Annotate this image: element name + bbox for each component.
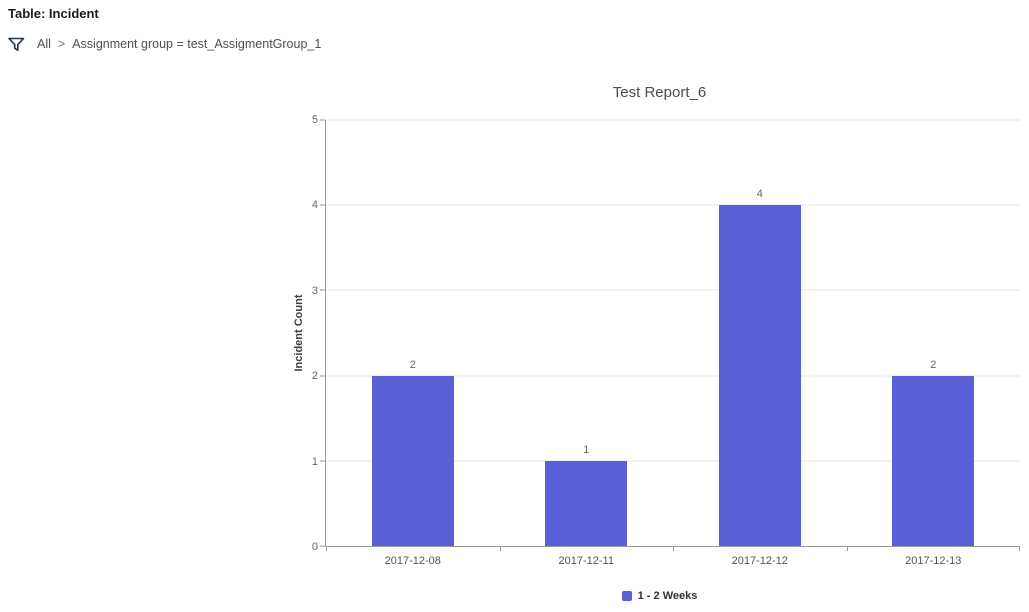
- legend: 1 - 2 Weeks: [290, 588, 1029, 606]
- category-slot: 2 2017-12-13: [847, 120, 1021, 567]
- x-tick-label: 2017-12-11: [558, 555, 614, 567]
- x-tick-label: 2017-12-13: [905, 555, 962, 567]
- gridline: [326, 204, 1020, 206]
- gridline: [326, 119, 1020, 121]
- breadcrumb-separator: >: [57, 37, 66, 51]
- legend-label: 1 - 2 Weeks: [637, 590, 698, 602]
- gridline: [326, 375, 1020, 377]
- y-tick-mark: [320, 375, 325, 377]
- legend-item[interactable]: 1 - 2 Weeks: [621, 590, 698, 602]
- y-tick-mark: [320, 545, 325, 547]
- x-tick-mark: [673, 546, 674, 551]
- category-slot: 2 2017-12-08: [326, 120, 500, 567]
- bar-2017-12-08[interactable]: [371, 375, 454, 546]
- y-tick-label: 0: [311, 541, 318, 553]
- category-slot: 4 2017-12-12: [673, 120, 847, 567]
- filter-icon[interactable]: [8, 36, 26, 52]
- table-label: Table: Incident: [8, 6, 99, 21]
- y-tick-label: 5: [311, 114, 318, 126]
- x-tick-mark: [499, 546, 501, 551]
- bar-value-label: 2: [409, 358, 416, 371]
- x-tick-label: 2017-12-12: [731, 555, 788, 567]
- bar-2017-12-13[interactable]: [892, 375, 975, 546]
- legend-swatch: [621, 591, 632, 601]
- breadcrumb: All > Assignment group = test_AssigmentG…: [8, 36, 321, 52]
- y-axis-ticks: 0 1 2 3 4 5: [0, 114, 318, 553]
- x-tick-mark: [846, 546, 848, 551]
- y-tick-mark: [320, 119, 325, 121]
- bar-value-label: 4: [756, 188, 763, 201]
- x-tick-mark: [1019, 546, 1020, 551]
- y-tick-label: 4: [311, 199, 318, 212]
- chart-title: Test Report_6: [612, 84, 707, 101]
- y-tick-mark: [320, 460, 325, 462]
- y-tick-label: 2: [311, 370, 318, 383]
- bar-value-label: 2: [930, 358, 937, 371]
- x-tick-label: 2017-12-08: [384, 555, 441, 567]
- bar-2017-12-11[interactable]: [545, 460, 628, 546]
- y-tick-mark: [320, 289, 325, 291]
- y-tick-label: 3: [311, 284, 318, 297]
- breadcrumb-all[interactable]: All: [37, 37, 51, 51]
- bar-value-label: 1: [583, 443, 590, 456]
- y-tick-label: 1: [311, 455, 318, 468]
- plot-area: 2 2017-12-08 1 2017-12-11 4 2017-12-12 2 2017-1…: [320, 119, 1021, 567]
- y-tick-mark: [320, 204, 325, 206]
- breadcrumb-condition[interactable]: Assignment group = test_AssigmentGroup_1: [72, 37, 322, 51]
- bar-2017-12-12[interactable]: [718, 205, 801, 546]
- category-slot: 1 2017-12-11: [500, 120, 674, 567]
- gridline: [326, 460, 1020, 462]
- x-tick-mark: [326, 546, 327, 551]
- gridline: [326, 289, 1020, 291]
